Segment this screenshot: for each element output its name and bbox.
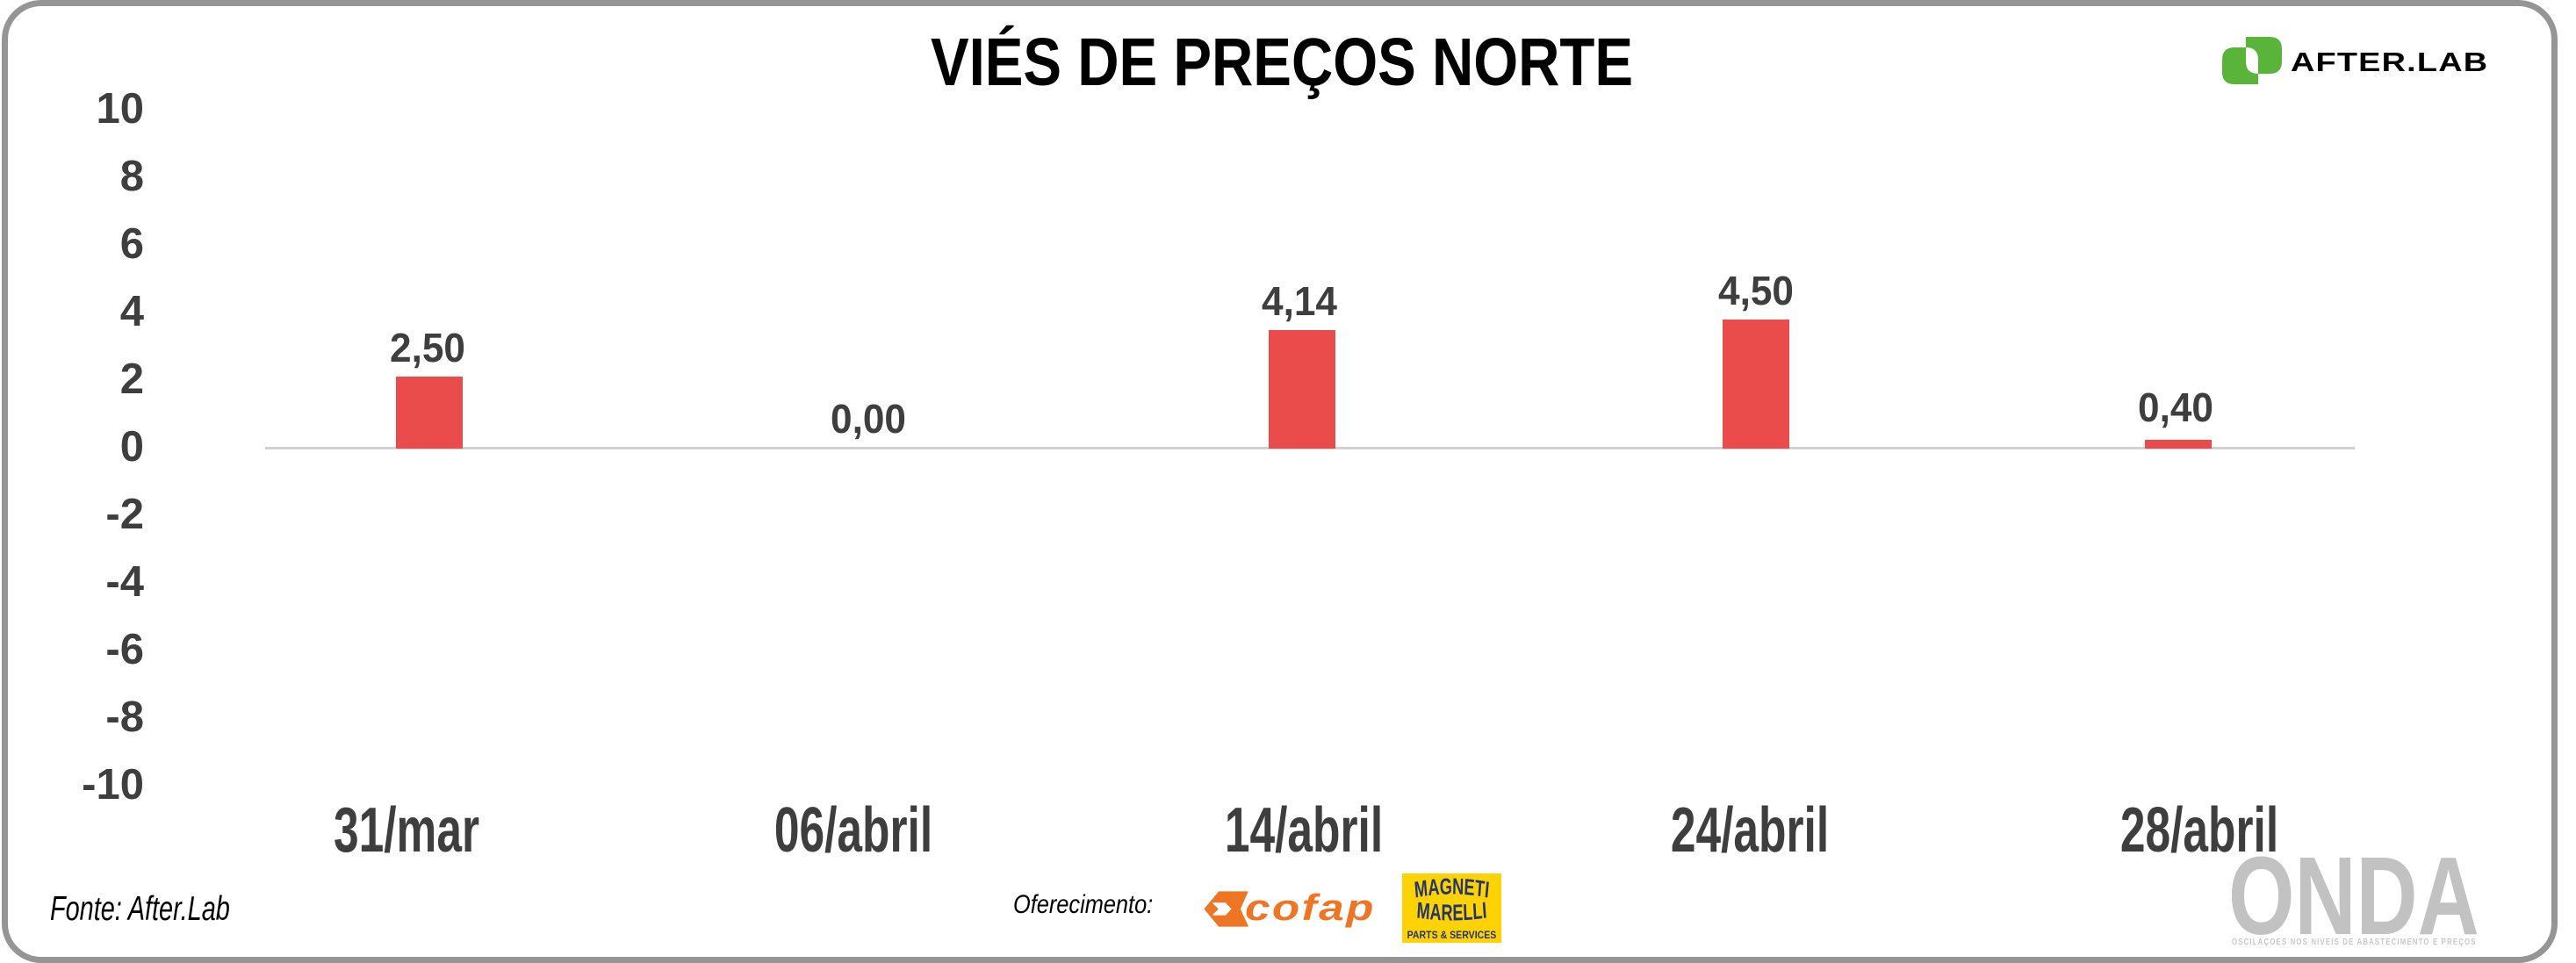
svg-text:MAGNETI: MAGNETI [1414,873,1491,902]
svg-text:PARTS & SERVICES: PARTS & SERVICES [1407,930,1497,941]
svg-text:MARELLI: MARELLI [1416,897,1488,925]
